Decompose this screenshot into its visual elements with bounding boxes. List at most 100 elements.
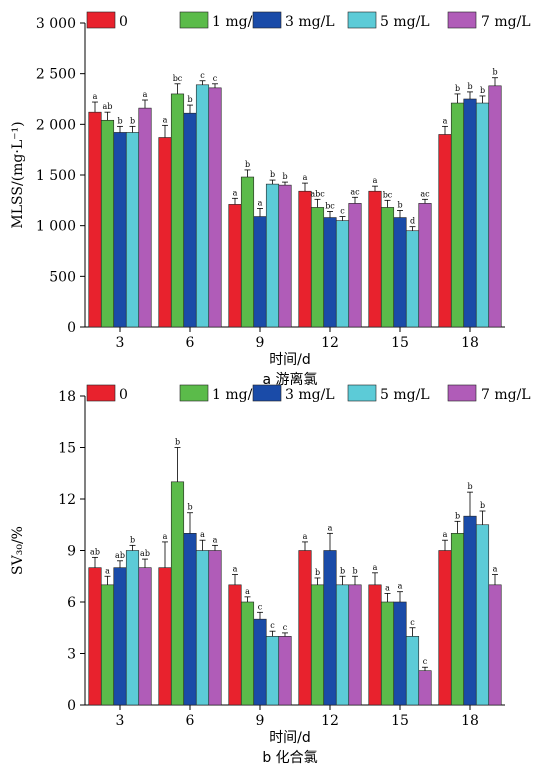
significance-label: c [213, 74, 218, 83]
significance-label: ac [350, 187, 360, 196]
bar [488, 584, 502, 706]
significance-label: b [467, 482, 472, 491]
bar [170, 93, 185, 328]
bar [298, 190, 312, 328]
legend-label: 3 mg/L [285, 14, 335, 30]
bar [253, 216, 267, 328]
legend-swatch [447, 384, 477, 402]
bar [88, 567, 102, 706]
bar [450, 533, 465, 706]
legend-label: 0 [119, 14, 128, 30]
significance-label: b [352, 566, 357, 575]
significance-label: b [455, 511, 460, 520]
x-tick-label: 6 [186, 335, 195, 351]
bar [323, 550, 337, 706]
x-tick-label: 12 [321, 713, 339, 729]
x-tick-label: 15 [391, 335, 409, 351]
legend-swatch [179, 11, 209, 29]
significance-label: a [443, 530, 448, 539]
significance-label: abc [310, 189, 325, 198]
bar [138, 567, 152, 706]
significance-label: a [373, 563, 378, 572]
significance-label: b [282, 172, 287, 181]
bar [138, 107, 152, 328]
significance-label: b [467, 82, 472, 91]
x-tick-label: 9 [256, 335, 265, 351]
significance-label: b [187, 503, 192, 512]
bar [240, 176, 255, 328]
bar [113, 567, 127, 706]
significance-label: d [410, 217, 415, 226]
significance-label: b [270, 170, 275, 179]
legend-swatch [86, 11, 116, 29]
significance-label: c [270, 621, 275, 630]
x-tick-label: 9 [256, 713, 265, 729]
significance-label: a [105, 566, 110, 575]
legend-label: 0 [119, 387, 128, 403]
bar [240, 601, 255, 706]
legend-swatch [347, 384, 377, 402]
significance-label: c [200, 71, 205, 80]
y-axis-label: MLSS/(mg·L⁻¹) [10, 121, 26, 228]
legend-label: 7 mg/L [481, 387, 531, 403]
y-tick-label: 18 [58, 389, 76, 405]
y-tick-label: 0 [67, 320, 76, 336]
significance-label: ab [115, 551, 125, 560]
bar [88, 111, 102, 328]
significance-label: a [303, 173, 308, 182]
y-tick-label: 1 500 [36, 168, 76, 184]
y-tick-label: 1 000 [36, 219, 76, 235]
significance-label: a [200, 530, 205, 539]
significance-label: a [245, 587, 250, 596]
bar [158, 567, 172, 706]
significance-label: bc [325, 201, 335, 210]
bar [125, 132, 140, 328]
significance-label: ac [420, 189, 430, 198]
significance-label: b [492, 68, 497, 77]
significance-label: bc [173, 74, 183, 83]
legend-swatch [252, 384, 282, 402]
significance-label: b [480, 501, 485, 510]
bar [278, 636, 292, 706]
x-tick-label: 12 [321, 335, 339, 351]
bar [405, 230, 420, 328]
bar [170, 481, 185, 706]
significance-label: c [283, 623, 288, 632]
significance-label: b [455, 84, 460, 93]
legend-label: 1 mg/L [212, 387, 262, 403]
y-tick-label: 500 [49, 269, 76, 285]
significance-label: a [233, 188, 238, 197]
bar [418, 203, 432, 328]
significance-label: b [340, 566, 345, 575]
significance-label: c [423, 657, 428, 666]
bar [158, 137, 172, 328]
bar [323, 217, 337, 328]
bar [183, 112, 197, 328]
significance-label: a [233, 565, 238, 574]
y-tick-label: 6 [67, 595, 76, 611]
bar [335, 220, 350, 328]
bar [450, 102, 465, 328]
significance-label: ab [103, 102, 113, 111]
significance-label: a [303, 532, 308, 541]
x-tick-label: 18 [461, 335, 479, 351]
y-tick-label: 0 [67, 698, 76, 714]
bar [265, 636, 280, 706]
significance-label: a [493, 565, 498, 574]
legend-swatch [252, 11, 282, 29]
significance-label: a [143, 90, 148, 99]
bar [208, 550, 222, 706]
bar [438, 550, 452, 706]
legend-label: 5 mg/L [380, 14, 430, 30]
bar [310, 207, 325, 328]
significance-label: b [175, 438, 180, 447]
legend-label: 3 mg/L [285, 387, 335, 403]
y-tick-label: 3 000 [36, 16, 76, 32]
x-axis-label: 时间/d [269, 352, 311, 368]
bar [195, 550, 210, 706]
significance-label: a [213, 535, 218, 544]
significance-label: c [410, 618, 415, 627]
